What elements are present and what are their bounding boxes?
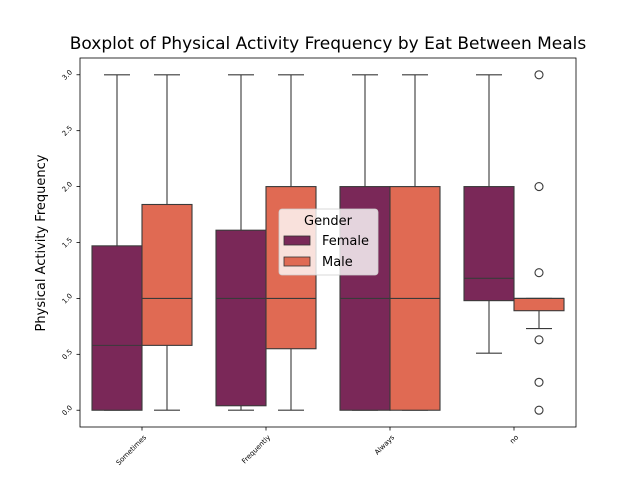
box-female <box>91 245 143 411</box>
outlier-point <box>534 268 544 278</box>
y-axis-label: Physical Activity Frequency <box>34 154 49 331</box>
plot-frame <box>79 57 577 428</box>
box-male <box>513 297 565 312</box>
legend-title: Gender <box>304 214 353 229</box>
x-tick-label: Always <box>373 433 396 456</box>
outlier-point <box>534 405 544 415</box>
y-tick-label: 2.5 <box>61 124 75 138</box>
plot-area: 0.0 0.5 1.0 1.5 2.0 2.5 3.0 Sometimes Frequently… <box>61 68 565 467</box>
y-tick-label: 1.5 <box>61 236 75 250</box>
y-tick-label: 2.0 <box>61 180 75 194</box>
box-female <box>463 186 515 302</box>
x-tick-label: Sometimes <box>115 433 149 467</box>
y-tick-label: 1.0 <box>61 292 75 306</box>
outlier-point <box>534 335 544 345</box>
legend-label-female: Female <box>322 234 369 249</box>
chart-title: Boxplot of Physical Activity Frequency b… <box>70 34 587 54</box>
box-female <box>215 229 267 407</box>
box-male <box>141 203 193 346</box>
y-tick-label: 0.5 <box>61 348 75 362</box>
y-tick-label: 0.0 <box>61 404 75 418</box>
x-tick-label: no <box>508 434 520 446</box>
outlier-point <box>534 377 544 387</box>
outlier-point <box>534 70 544 80</box>
legend: Gender Female Male <box>278 208 379 276</box>
y-tick-label: 3.0 <box>61 68 75 82</box>
outlier-point <box>534 182 544 192</box>
legend-label-male: Male <box>322 255 353 270</box>
legend-swatch-male <box>283 256 311 267</box>
x-tick-label: Frequently <box>240 434 272 466</box>
legend-swatch-female <box>283 235 311 246</box>
